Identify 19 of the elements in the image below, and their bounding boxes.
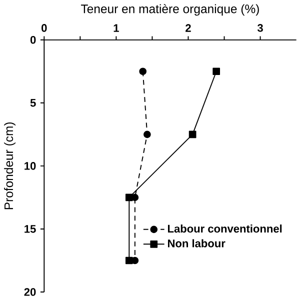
legend-label: Labour conventionnel: [168, 224, 282, 233]
y-tick-label: 15: [24, 225, 36, 233]
x-tick-label: 2: [186, 24, 191, 32]
y-axis-title: Profondeur (cm): [4, 122, 16, 210]
point: [144, 130, 151, 138]
y-tick-label: 5: [30, 99, 36, 107]
point: [139, 68, 147, 76]
legend-label: Non labour: [168, 239, 226, 248]
point: [126, 194, 133, 202]
y-tick-label: 20: [24, 288, 36, 296]
point: [126, 256, 133, 264]
x-tick-label: 1: [114, 24, 120, 32]
y-tick-label: 10: [24, 162, 36, 170]
point: [212, 68, 220, 76]
x-axis-title: Teneur en matière organique (%): [81, 4, 260, 16]
x-tick-label: 0: [42, 24, 47, 32]
x-tick-label: 3: [258, 24, 264, 32]
point: [188, 130, 196, 138]
y-tick-label: 0: [30, 36, 36, 44]
